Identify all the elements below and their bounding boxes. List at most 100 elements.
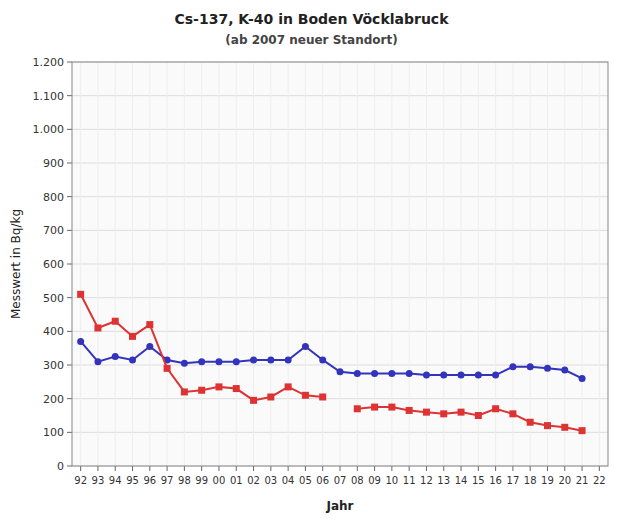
marker <box>544 422 551 429</box>
tick-mark <box>80 466 81 471</box>
tick-label: 94 <box>109 475 122 486</box>
tick-label: 92 <box>74 475 87 486</box>
marker <box>164 365 171 372</box>
tick-mark <box>115 466 116 471</box>
tick-mark <box>564 466 565 471</box>
tick-mark <box>67 230 72 231</box>
grid-line <box>564 62 565 466</box>
marker <box>198 387 205 394</box>
tick-mark <box>582 466 583 471</box>
grid-line <box>167 62 168 466</box>
marker <box>388 370 395 377</box>
marker <box>267 356 274 363</box>
series <box>77 338 585 382</box>
tick-label: 95 <box>126 475 139 486</box>
tick-mark <box>67 297 72 298</box>
tick-mark <box>184 466 185 471</box>
marker <box>112 318 119 325</box>
tick-label: 18 <box>524 475 537 486</box>
tick-mark <box>67 129 72 130</box>
tick-label: 08 <box>351 475 364 486</box>
marker <box>77 338 84 345</box>
marker <box>458 409 465 416</box>
title: Cs-137, K-40 in Boden Vöcklabruck <box>175 11 450 27</box>
tick-mark <box>67 466 72 467</box>
tick-label: 99 <box>195 475 208 486</box>
marker <box>250 397 257 404</box>
tick-label: 02 <box>247 475 260 486</box>
tick-label: 300 <box>43 359 64 372</box>
tick-label: 22 <box>593 475 606 486</box>
line <box>81 294 323 400</box>
grid-line <box>97 62 98 466</box>
tick-mark <box>322 466 323 471</box>
grid-line <box>340 62 341 466</box>
marker <box>302 392 309 399</box>
marker <box>112 353 119 360</box>
tick-label: 10 <box>386 475 399 486</box>
grid-line <box>149 62 150 466</box>
grid-line <box>599 62 600 466</box>
tick-label: 200 <box>43 393 64 406</box>
tick-label: 0 <box>57 460 64 473</box>
marker <box>233 358 240 365</box>
marker <box>319 356 326 363</box>
marker <box>250 356 257 363</box>
tick-mark <box>218 466 219 471</box>
tick-mark <box>236 466 237 471</box>
tick-mark <box>547 466 548 471</box>
tick-mark <box>67 163 72 164</box>
grid-line <box>530 62 531 466</box>
marker <box>371 404 378 411</box>
grid-line <box>115 62 116 466</box>
grid-line <box>236 62 237 466</box>
subtitle: (ab 2007 neuer Standort) <box>225 33 397 47</box>
tick-label: 700 <box>43 224 64 237</box>
tick-label: 21 <box>576 475 589 486</box>
marker <box>94 358 101 365</box>
tick-mark <box>149 466 150 471</box>
grid-line <box>426 62 427 466</box>
marker <box>302 343 309 350</box>
tick-label: 11 <box>403 475 416 486</box>
marker <box>94 324 101 331</box>
marker <box>129 356 136 363</box>
grid-line <box>547 62 548 466</box>
marker <box>475 372 482 379</box>
chart: 01002003004005006007008009001.0001.1001.… <box>0 0 623 530</box>
marker <box>337 368 344 375</box>
tick-mark <box>443 466 444 471</box>
marker <box>77 291 84 298</box>
tick-mark <box>461 466 462 471</box>
marker <box>475 412 482 419</box>
tick-label: 1.000 <box>33 123 65 136</box>
grid-line <box>322 62 323 466</box>
marker <box>406 407 413 414</box>
grid <box>72 62 608 466</box>
tick-label: 09 <box>368 475 381 486</box>
tick-mark <box>67 196 72 197</box>
tick-mark <box>253 466 254 471</box>
tick-label: 06 <box>316 475 329 486</box>
grid-line <box>582 62 583 466</box>
tick-mark <box>391 466 392 471</box>
tick-mark <box>478 466 479 471</box>
tick-mark <box>67 95 72 96</box>
tick-mark <box>270 466 271 471</box>
marker <box>544 365 551 372</box>
marker <box>181 360 188 367</box>
marker <box>492 405 499 412</box>
grid-line <box>218 62 219 466</box>
grid-line <box>409 62 410 466</box>
line <box>357 407 582 431</box>
tick-label: 800 <box>43 191 64 204</box>
tick-label: 17 <box>507 475 520 486</box>
tick-label: 93 <box>92 475 105 486</box>
tick-label: 600 <box>43 258 64 271</box>
marker <box>406 370 413 377</box>
grid-line <box>201 62 202 466</box>
tick-label: 12 <box>420 475 433 486</box>
marker <box>267 393 274 400</box>
tick-label: 96 <box>143 475 156 486</box>
tick-mark <box>530 466 531 471</box>
